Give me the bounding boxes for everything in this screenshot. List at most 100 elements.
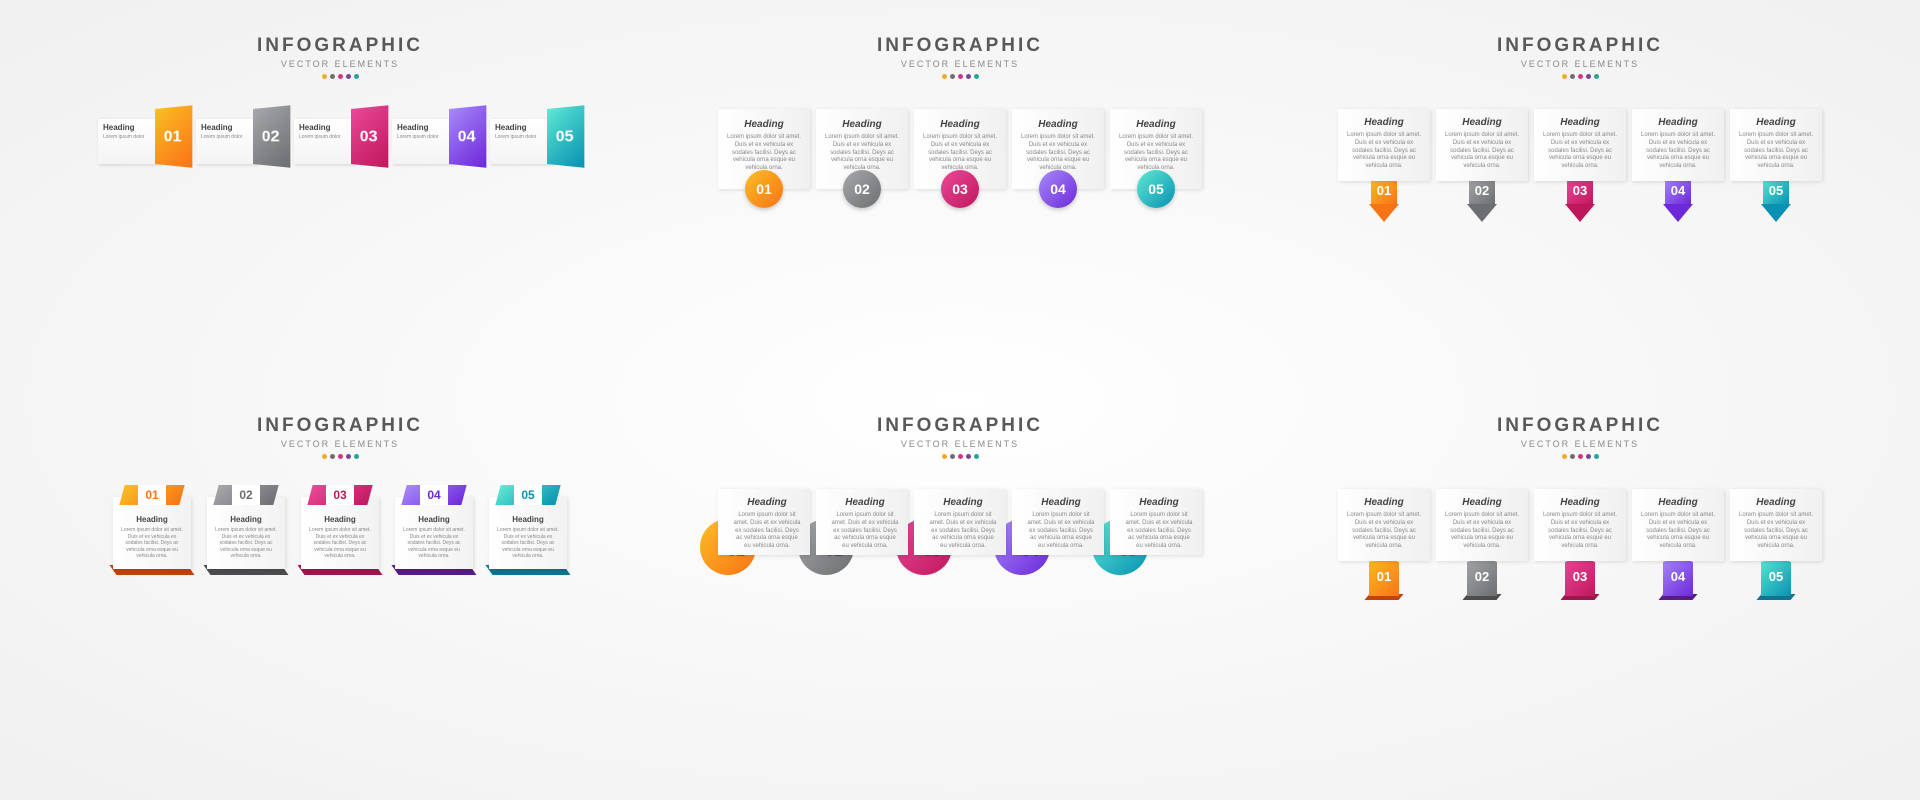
step-number-fold: 02 <box>253 105 290 167</box>
step-banner: 01 <box>119 485 184 505</box>
step-heading: Heading <box>1640 117 1716 128</box>
step-heading: Heading <box>922 119 998 130</box>
panel-style-5: INFOGRAPHIC VECTOR ELEMENTS Heading Lorem… <box>650 400 1270 780</box>
step-item: HeadingLorem ipsum dolor sit amet. Duis … <box>914 109 1006 208</box>
step-heading: Heading <box>1640 497 1716 508</box>
step-card: Heading Lorem ipsum dolor <box>490 119 552 164</box>
step-text: Lorem ipsum dolor sit amet. Duis et ex v… <box>1444 132 1520 171</box>
step-heading: Heading <box>397 123 449 132</box>
step-text: Lorem ipsum dolor sit amet. Duis et ex v… <box>1346 132 1422 171</box>
dot <box>950 74 955 79</box>
step-heading: Heading <box>495 123 547 132</box>
step-number-circle: 01 <box>745 170 783 208</box>
step-item: 01HeadingLorem ipsum dolor sit amet. Dui… <box>108 489 196 569</box>
step-text: Lorem ipsum dolor sit amet. Duis et ex v… <box>119 527 185 560</box>
step-item: HeadingLorem ipsum dolor05 <box>490 109 582 164</box>
step-item: 03HeadingLorem ipsum dolor sit amet. Dui… <box>296 489 384 569</box>
step-text: Lorem ipsum dolor sit amet. Duis et ex v… <box>1026 512 1096 551</box>
header-subtitle: VECTOR ELEMENTS <box>877 439 1043 449</box>
step-number-circle: 05 <box>1137 170 1175 208</box>
step-number-circle: 04 <box>1039 170 1077 208</box>
header-dots <box>1497 454 1663 459</box>
dot <box>958 454 963 459</box>
step-card: HeadingLorem ipsum dolor sit amet. Duis … <box>1730 489 1822 561</box>
step-card: HeadingLorem ipsum dolor sit amet. Duis … <box>207 497 285 569</box>
step-item: HeadingLorem ipsum dolor sit amet. Duis … <box>1110 489 1202 555</box>
row-style-4: 01HeadingLorem ipsum dolor sit amet. Dui… <box>108 489 572 569</box>
dot <box>942 74 947 79</box>
step-number: 04 <box>420 485 448 505</box>
step-item: HeadingLorem ipsum dolor sit amet. Duis … <box>1730 489 1822 600</box>
step-text: Lorem ipsum dolor sit amet. Duis et ex v… <box>732 512 802 551</box>
dot <box>942 454 947 459</box>
header-dots <box>257 74 423 79</box>
step-number: 03 <box>326 485 354 505</box>
step-text: Lorem ipsum dolor sit amet. Duis et ex v… <box>307 527 373 560</box>
header-subtitle: VECTOR ELEMENTS <box>257 59 423 69</box>
step-card: HeadingLorem ipsum dolor sit amet. Duis … <box>1534 489 1626 561</box>
step-text: Lorem ipsum dolor <box>201 134 253 140</box>
step-number-circle: 03 <box>941 170 979 208</box>
header-title: INFOGRAPHIC <box>257 415 423 437</box>
step-card: HeadingLorem ipsum dolor sit amet. Duis … <box>1730 109 1822 181</box>
step-heading: Heading <box>732 497 802 508</box>
step-item: HeadingLorem ipsum dolor sit amet. Duis … <box>1110 109 1202 208</box>
step-heading: Heading <box>103 123 155 132</box>
step-text: Lorem ipsum dolor sit amet. Duis et ex v… <box>1542 132 1618 171</box>
step-bookmark: 02 <box>1467 556 1497 596</box>
panel-style-1: INFOGRAPHIC VECTOR ELEMENTS Heading Lorem… <box>30 20 650 400</box>
row-style-6: Heading Lorem ipsum dolor sit amet. Duis … <box>1338 489 1822 600</box>
step-item: HeadingLorem ipsum dolor sit amet. Duis … <box>1338 489 1430 600</box>
header-title: INFOGRAPHIC <box>877 35 1043 57</box>
step-card: HeadingLorem ipsum dolor sit amet. Duis … <box>1632 109 1724 181</box>
step-bookmark: 03 <box>1565 556 1595 596</box>
step-item: HeadingLorem ipsum dolor sit amet. Duis … <box>914 489 1006 555</box>
step-card: HeadingLorem ipsum dolor sit amet. Duis … <box>816 489 908 555</box>
step-text: Lorem ipsum dolor <box>495 134 547 140</box>
step-banner: 03 <box>307 485 372 505</box>
header-title: INFOGRAPHIC <box>877 415 1043 437</box>
header: INFOGRAPHIC VECTOR ELEMENTS <box>1497 35 1663 79</box>
step-card: HeadingLorem ipsum dolor sit amet. Duis … <box>914 489 1006 555</box>
dot <box>1562 454 1567 459</box>
step-number-fold: 04 <box>449 105 486 167</box>
step-number: 01 <box>138 485 166 505</box>
dot <box>1578 74 1583 79</box>
header-dots <box>257 454 423 459</box>
header-dots <box>877 74 1043 79</box>
dot <box>1594 74 1599 79</box>
step-card: HeadingLorem ipsum dolor sit amet. Duis … <box>1012 489 1104 555</box>
step-number-fold: 05 <box>547 105 584 167</box>
step-text: Lorem ipsum dolor sit amet. Duis et ex v… <box>1124 512 1194 551</box>
header: INFOGRAPHIC VECTOR ELEMENTS <box>877 35 1043 79</box>
dot <box>354 454 359 459</box>
step-card: HeadingLorem ipsum dolor sit amet. Duis … <box>1338 109 1430 181</box>
header-subtitle: VECTOR ELEMENTS <box>257 439 423 449</box>
step-heading: Heading <box>1444 497 1520 508</box>
step-item: Heading Lorem ipsum dolor sit amet. Duis … <box>718 489 810 555</box>
header: INFOGRAPHIC VECTOR ELEMENTS <box>257 35 423 79</box>
step-text: Lorem ipsum dolor <box>103 134 155 140</box>
step-number-fold: 01 <box>155 105 192 167</box>
dot <box>1586 454 1591 459</box>
arrow-tip-icon <box>1761 204 1791 222</box>
step-card: HeadingLorem ipsum dolor sit amet. Duis … <box>1436 489 1528 561</box>
dot <box>1578 454 1583 459</box>
step-heading: Heading <box>119 515 185 524</box>
step-text: Lorem ipsum dolor sit amet. Duis et ex v… <box>1738 512 1814 551</box>
step-heading: Heading <box>401 515 467 524</box>
step-text: Lorem ipsum dolor sit amet. Duis et ex v… <box>1542 512 1618 551</box>
step-text: Lorem ipsum dolor sit amet. Duis et ex v… <box>928 512 998 551</box>
header-subtitle: VECTOR ELEMENTS <box>1497 59 1663 69</box>
dot <box>1586 74 1591 79</box>
step-text: Lorem ipsum dolor sit amet. Duis et ex v… <box>1118 134 1194 173</box>
step-number: 02 <box>232 485 260 505</box>
step-number: 05 <box>514 485 542 505</box>
step-arrow: 05 <box>1761 176 1791 226</box>
step-text: Lorem ipsum dolor sit amet. Duis et ex v… <box>1346 512 1422 551</box>
arrow-tip-icon <box>1663 204 1693 222</box>
step-bookmark: 01 <box>1369 556 1399 596</box>
step-heading: Heading <box>830 497 900 508</box>
dot <box>322 74 327 79</box>
dot <box>346 74 351 79</box>
